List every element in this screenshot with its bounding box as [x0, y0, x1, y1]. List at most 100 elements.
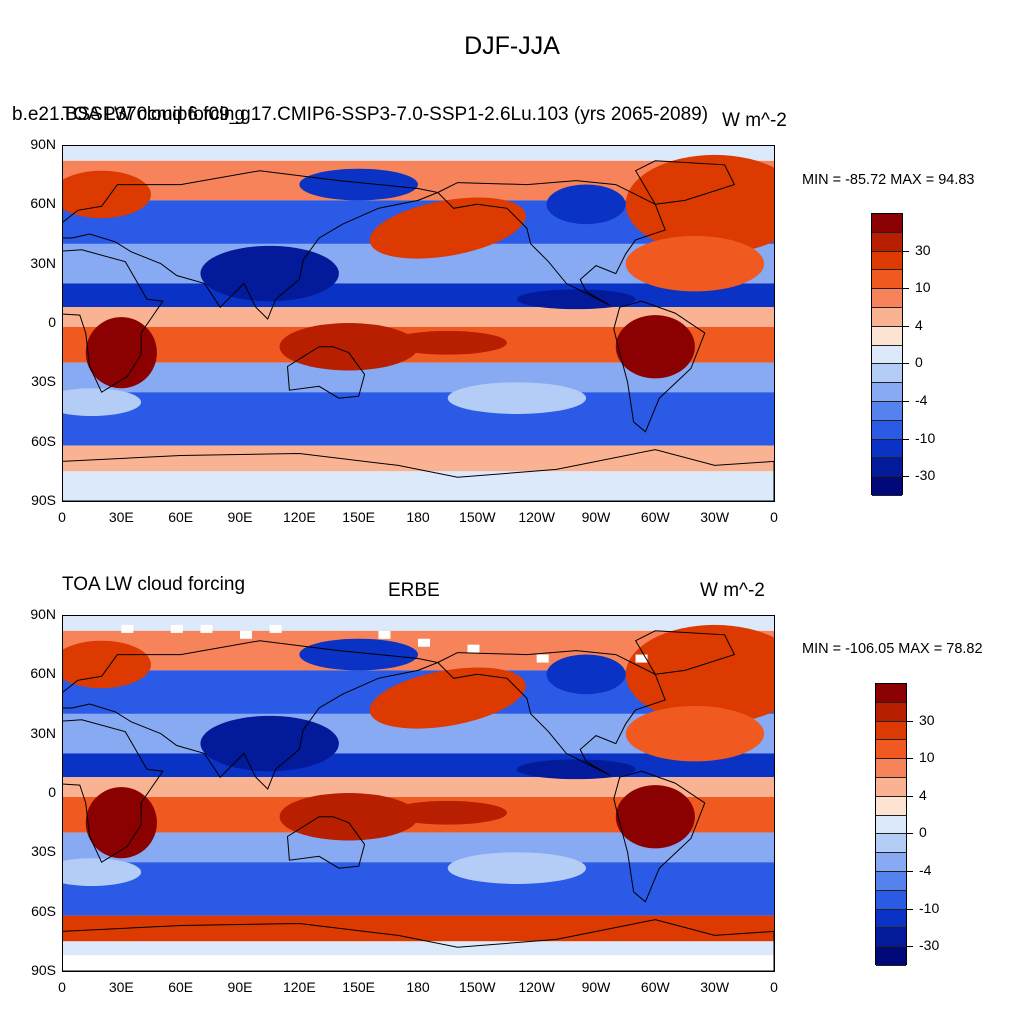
bottom-left-title: TOA LW cloud forcing: [62, 574, 246, 595]
colorbar-segment: [876, 777, 906, 797]
map-bot-field-svg: [62, 615, 774, 971]
lon-tick-label: 120E: [282, 509, 316, 525]
eurasia-outline: [62, 170, 440, 320]
bottom-units-title: W m^-2: [700, 580, 765, 601]
top-map: [62, 145, 774, 501]
lon-tick-label: 150E: [342, 509, 375, 525]
lat-tick-label: 30S: [31, 373, 56, 390]
colorbar-label: 4: [919, 786, 927, 803]
colorbar-segment: [872, 383, 902, 402]
lat-tick-label: 0: [48, 784, 56, 800]
colorbar-label: 10: [915, 279, 931, 296]
bottom-minmax-text: MIN = -106.05 MAX = 78.82: [802, 641, 983, 657]
colorbar-tick: [903, 476, 909, 478]
colorbar-tick: [903, 325, 909, 327]
lat-tick-label: 30N: [30, 254, 56, 271]
bottom-dataset-title: ERBE: [388, 580, 440, 601]
bottom-colorbar: [875, 683, 907, 966]
colorbar-tick: [907, 795, 913, 797]
lat-tick-label: 60N: [30, 195, 56, 212]
top-colorbar: [871, 213, 903, 496]
top-minmax-text: MIN = -85.72 MAX = 94.83: [802, 172, 975, 188]
colorbar-tick: [903, 363, 909, 365]
colorbar-label: 30: [919, 711, 935, 728]
colorbar-tick: [907, 758, 913, 760]
colorbar-tick: [903, 288, 909, 290]
colorbar-segment: [876, 834, 906, 854]
colorbar-segment: [872, 458, 902, 478]
lon-tick-label: 120W: [518, 509, 555, 525]
lon-tick-label: 90E: [227, 979, 253, 995]
colorbar-segment: [876, 740, 906, 760]
lon-tick-label: 30E: [108, 979, 134, 995]
colorbar-segment: [876, 721, 906, 741]
colorbar-segment: [876, 928, 906, 948]
eurasia-outline: [62, 640, 440, 790]
lon-tick-label: 30W: [700, 979, 730, 995]
lon-tick-label: 90W: [581, 509, 611, 525]
greenland-outline: [634, 630, 736, 675]
colorbar-segment: [876, 871, 906, 891]
lon-tick-label: 120E: [282, 979, 316, 995]
colorbar-label: -30: [919, 937, 940, 954]
colorbar-segment: [876, 702, 906, 722]
lon-tick-label: 150W: [459, 979, 496, 995]
lat-tick-label: 30S: [31, 843, 56, 860]
south-america-outline: [613, 300, 706, 433]
lon-tick-label: 60W: [640, 979, 670, 995]
colorbar-label: -10: [919, 899, 940, 916]
lat-tick-label: 0: [48, 314, 56, 330]
lat-tick-label: 90S: [31, 962, 56, 978]
australia-outline: [286, 816, 366, 869]
colorbar-segment: [872, 270, 902, 290]
colorbar-tick: [907, 908, 913, 910]
colorbar-segment: [872, 251, 902, 271]
lon-tick-label: 60E: [168, 509, 194, 525]
colorbar-segment: [872, 307, 902, 327]
lon-tick-label: 180: [406, 509, 430, 525]
colorbar-segment: [876, 796, 906, 816]
colorbar-segment: [876, 759, 906, 778]
south-america-outline: [613, 770, 706, 903]
lat-tick-label: 60N: [30, 665, 56, 682]
africa-outline: [62, 249, 164, 393]
lon-tick-label: 60W: [640, 509, 670, 525]
lon-tick-label: 150E: [342, 979, 375, 995]
north-america-outline: [436, 180, 666, 306]
lat-tick-label: 90N: [30, 606, 56, 622]
lon-tick-label: 30W: [700, 509, 730, 525]
lon-tick-label: 60E: [168, 979, 194, 995]
colorbar-segment: [872, 345, 902, 365]
lat-tick-label: 60S: [31, 432, 56, 449]
lon-tick-label: 0: [58, 509, 66, 525]
colorbar-segment: [876, 684, 906, 703]
lon-tick-label: 90W: [581, 979, 611, 995]
lon-tick-label: 30E: [108, 509, 134, 525]
colorbar-segment: [872, 364, 902, 384]
colorbar-label: 4: [915, 316, 923, 333]
top-case-title: b.e21.BSSP370cmip6.f09_g17.CMIP6-SSP3-7.…: [12, 104, 709, 125]
colorbar-label: 0: [915, 354, 923, 371]
lat-tick-label: 90N: [30, 136, 56, 152]
colorbar-tick: [907, 833, 913, 835]
lon-tick-label: 120W: [518, 979, 555, 995]
colorbar-segment: [872, 214, 902, 233]
colorbar-label: 0: [919, 824, 927, 841]
bottom-map: [62, 615, 774, 971]
colorbar-label: -4: [919, 862, 932, 878]
colorbar-tick: [903, 438, 909, 440]
colorbar-label: -4: [915, 392, 928, 408]
antarctica-outline: [62, 919, 774, 971]
colorbar-segment: [872, 477, 902, 496]
colorbar-segment: [876, 853, 906, 872]
lon-tick-label: 90E: [227, 509, 253, 525]
colorbar-segment: [872, 289, 902, 308]
colorbar-tick: [907, 871, 913, 872]
colorbar-segment: [872, 232, 902, 252]
north-america-outline: [436, 650, 666, 776]
lon-tick-label: 150W: [459, 509, 496, 525]
greenland-outline: [634, 160, 736, 205]
lat-tick-label: 90S: [31, 492, 56, 508]
top-left-title: TOA LW cloud forcing: [62, 104, 246, 125]
colorbar-segment: [872, 326, 902, 346]
